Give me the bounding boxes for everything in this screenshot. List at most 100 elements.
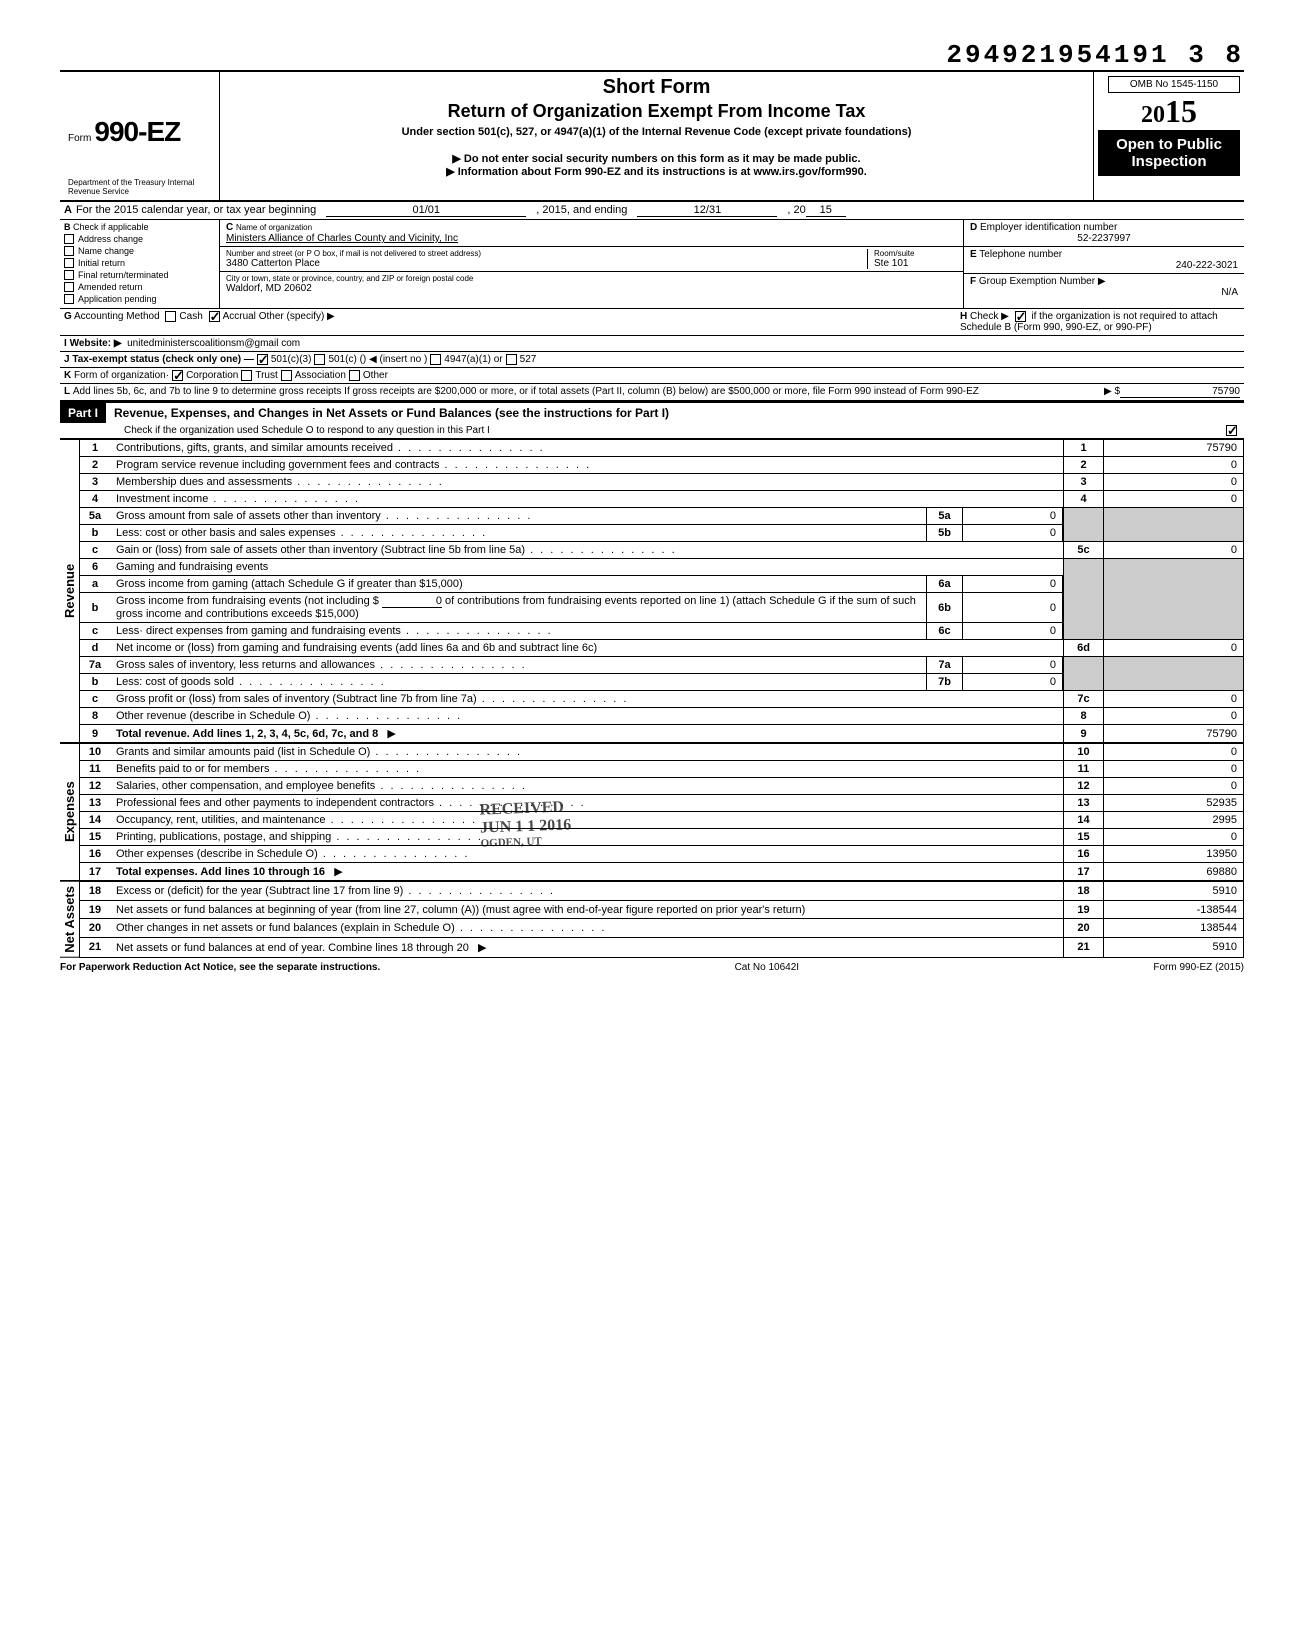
revenue-table: 1Contributions, gifts, grants, and simil… — [80, 439, 1244, 743]
line-8-value: 0 — [1104, 708, 1244, 725]
table-row: 1Contributions, gifts, grants, and simil… — [80, 440, 1244, 457]
ein: 52-2237997 — [970, 233, 1238, 244]
line-18-value: 5910 — [1104, 882, 1244, 901]
netassets-label: Net Assets — [60, 881, 80, 958]
telephone: 240-222-3021 — [970, 260, 1238, 271]
line-16-value: 13950 — [1104, 846, 1244, 863]
line-15-value: 0 — [1104, 829, 1244, 846]
line-19-value: -138544 — [1104, 900, 1244, 919]
line-5a-value: 0 — [963, 508, 1063, 524]
part-1-label: Part I — [60, 403, 106, 423]
line-i: I Website: ▶ unitedministerscoalitionsm@… — [60, 336, 1244, 352]
footer: For Paperwork Reduction Act Notice, see … — [60, 958, 1244, 973]
table-row: 13Professional fees and other payments t… — [80, 795, 1244, 812]
table-row: 18Excess or (deficit) for the year (Subt… — [80, 882, 1244, 901]
tax-year-end-year[interactable] — [806, 204, 846, 217]
tax-year-end-month[interactable] — [637, 204, 777, 217]
revenue-label: Revenue — [60, 439, 80, 743]
title-block: Form 990-EZ Department of the Treasury I… — [60, 70, 1244, 202]
dept-treasury: Department of the Treasury Internal Reve… — [68, 178, 228, 196]
table-row: 20Other changes in net assets or fund ba… — [80, 919, 1244, 938]
dln-number: 294921954191 3 8 — [652, 40, 1244, 70]
table-row: 10Grants and similar amounts paid (list … — [80, 744, 1244, 761]
line-6a-value: 0 — [963, 576, 1063, 592]
title-center: Short Form Return of Organization Exempt… — [220, 72, 1094, 200]
dln-row: 294921954191 3 8 — [60, 40, 1244, 70]
col-de: D Employer identification number 52-2237… — [964, 220, 1244, 308]
subtitle: Under section 501(c), 527, or 4947(a)(1)… — [228, 126, 1085, 138]
part-1-header: Part I Revenue, Expenses, and Changes in… — [60, 402, 1244, 423]
line-11-value: 0 — [1104, 761, 1244, 778]
form-990ez-page: 294921954191 3 8 Form 990-EZ Department … — [60, 40, 1244, 973]
netassets-section: Net Assets 18Excess or (deficit) for the… — [60, 881, 1244, 958]
line-k: K Form of organization· Corporation Trus… — [60, 368, 1244, 384]
org-city: Waldorf, MD 20602 — [226, 283, 957, 294]
open-public-badge: Open to Public Inspection — [1098, 130, 1240, 176]
line-g-h: G Accounting Method Cash Accrual Other (… — [60, 309, 1244, 336]
table-row: 6Gaming and fundraising events — [80, 559, 1244, 576]
line-9-value: 75790 — [1104, 725, 1244, 743]
paperwork-notice: For Paperwork Reduction Act Notice, see … — [60, 962, 380, 973]
col-c-org-info: C Name of organization Ministers Allianc… — [220, 220, 964, 308]
cb-final-return[interactable]: Final return/terminated — [64, 270, 215, 280]
cb-other-org[interactable] — [349, 370, 360, 381]
expenses-section: Expenses 10Grants and similar amounts pa… — [60, 743, 1244, 881]
line-5b-value: 0 — [963, 525, 1063, 541]
table-row: 11Benefits paid to or for members110 — [80, 761, 1244, 778]
col-b-checkboxes: B Check if applicable Address change Nam… — [60, 220, 220, 308]
line-7a-value: 0 — [963, 657, 1063, 673]
omb-number: OMB No 1545-1150 — [1108, 76, 1240, 93]
cb-trust[interactable] — [241, 370, 252, 381]
table-row: 7aGross sales of inventory, less returns… — [80, 657, 1244, 674]
short-form-title: Short Form — [228, 76, 1085, 99]
cb-name-change[interactable]: Name change — [64, 246, 215, 256]
form-number: 990-EZ — [94, 116, 180, 147]
cb-schedule-o-used[interactable] — [1226, 425, 1237, 436]
cb-accrual[interactable] — [209, 311, 220, 322]
line-4-value: 0 — [1104, 491, 1244, 508]
org-room: Ste 101 — [874, 258, 957, 269]
cb-corporation[interactable] — [172, 370, 183, 381]
org-name: Ministers Alliance of Charles County and… — [226, 233, 957, 244]
table-row: cGain or (loss) from sale of assets othe… — [80, 542, 1244, 559]
line-2-value: 0 — [1104, 457, 1244, 474]
table-row: dNet income or (loss) from gaming and fu… — [80, 640, 1244, 657]
line-6b-value: 0 — [963, 593, 1063, 622]
table-row: 12Salaries, other compensation, and empl… — [80, 778, 1244, 795]
cb-association[interactable] — [281, 370, 292, 381]
line-7c-value: 0 — [1104, 691, 1244, 708]
cb-initial-return[interactable]: Initial return — [64, 258, 215, 268]
cb-address-change[interactable]: Address change — [64, 234, 215, 244]
cb-527[interactable] — [506, 354, 517, 365]
cb-4947a1[interactable] — [430, 354, 441, 365]
line-10-value: 0 — [1104, 744, 1244, 761]
return-title: Return of Organization Exempt From Incom… — [228, 101, 1085, 122]
line-l: L Add lines 5b, 6c, and 7b to line 9 to … — [60, 384, 1244, 402]
website: unitedministerscoalitionsm@gmail com — [127, 338, 300, 349]
revenue-section: Revenue 1Contributions, gifts, grants, a… — [60, 439, 1244, 743]
cb-501c[interactable] — [314, 354, 325, 365]
line-j: J Tax-exempt status (check only one) — 5… — [60, 352, 1244, 368]
line-a: A For the 2015 calendar year, or tax yea… — [60, 202, 1244, 220]
line-6b-contributions: 0 — [382, 595, 442, 608]
header-grid: B Check if applicable Address change Nam… — [60, 220, 1244, 309]
line-1-value: 75790 — [1104, 440, 1244, 457]
line-13-value: 52935 — [1104, 795, 1244, 812]
table-row: cGross profit or (loss) from sales of in… — [80, 691, 1244, 708]
cb-amended-return[interactable]: Amended return — [64, 282, 215, 292]
line-6d-value: 0 — [1104, 640, 1244, 657]
cb-cash[interactable] — [165, 311, 176, 322]
cb-501c3[interactable] — [257, 354, 268, 365]
expenses-table: 10Grants and similar amounts paid (list … — [80, 743, 1244, 881]
table-row: 14Occupancy, rent, utilities, and mainte… — [80, 812, 1244, 829]
cb-schedule-b-not-required[interactable] — [1015, 311, 1026, 322]
tax-year-begin[interactable] — [326, 204, 526, 217]
gross-receipts: 75790 — [1120, 386, 1240, 398]
cb-application-pending[interactable]: Application pending — [64, 294, 215, 304]
group-exemption: N/A — [970, 287, 1238, 298]
table-row: 21Net assets or fund balances at end of … — [80, 938, 1244, 958]
part-1-check: Check if the organization used Schedule … — [60, 423, 1244, 439]
org-street: 3480 Catterton Place — [226, 258, 867, 269]
part-1-title: Revenue, Expenses, and Changes in Net As… — [106, 403, 1244, 423]
line-7b-value: 0 — [963, 674, 1063, 690]
